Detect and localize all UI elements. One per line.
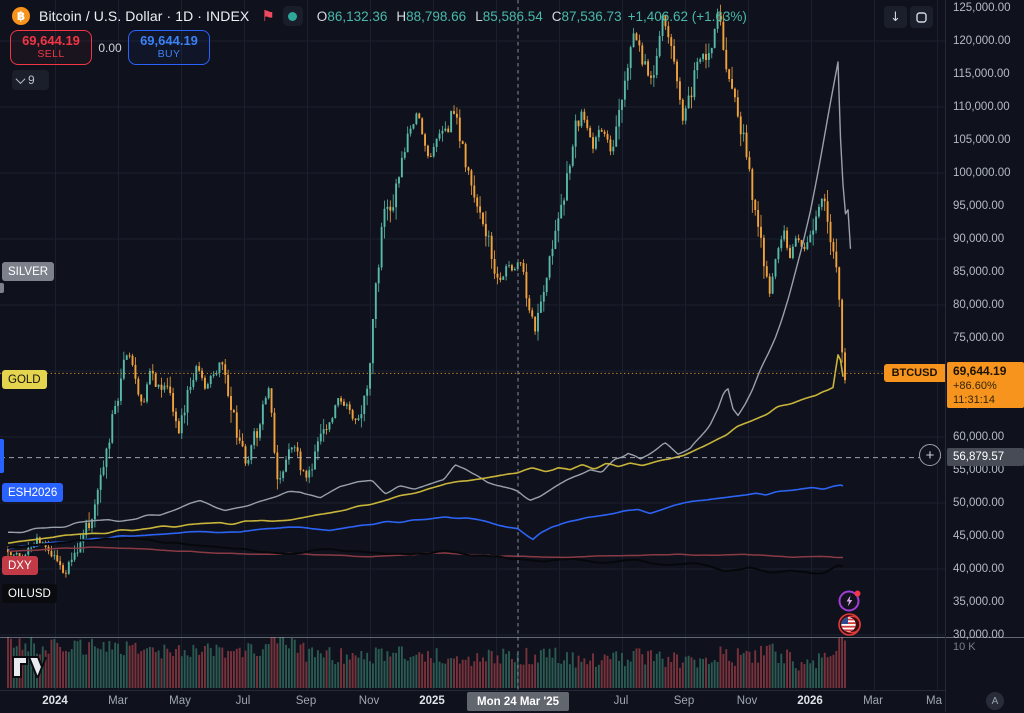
time-tick-Mar: Mar (863, 695, 883, 707)
price-tick: 30,000.00 (953, 629, 1005, 641)
btcusd-series-tag: BTCUSD (884, 364, 945, 382)
ohlc-values: O86,132.36 H88,798.66 L85,586.54 C87,536.73 (317, 9, 622, 24)
btc-change-pct: +86.60% (953, 380, 997, 392)
time-tick-Sep: Sep (295, 695, 317, 707)
price-tick: 55,000.00 (953, 464, 1005, 476)
volume-bars (7, 637, 846, 688)
time-tick-Nov: Nov (358, 695, 380, 707)
auto-scale-button[interactable]: A (986, 692, 1004, 710)
compare-line-DXY (7, 546, 843, 559)
ohlc-o: O86,132.36 (316, 8, 388, 24)
ohlc-c: C87,536.73 (551, 8, 622, 24)
maximize-icon (916, 11, 927, 23)
price-tick: 100,000.00 (953, 167, 1011, 179)
compare-line-GOLD (7, 354, 844, 544)
chart-corner-buttons: ↓ (884, 6, 933, 28)
time-tick-May: May (169, 695, 191, 707)
us-economic-events-icon[interactable] (837, 612, 862, 637)
crosshair-price-label: 56,879.57 (947, 448, 1024, 466)
price-tick: 120,000.00 (953, 35, 1011, 47)
silver-axis-sliver (0, 283, 4, 293)
chevron-down-icon (15, 73, 26, 84)
time-tick-Jul: Jul (613, 695, 629, 707)
price-axis[interactable]: 69,644.19 +86.60% 11:31:14 56,879.57 10 … (945, 0, 1024, 712)
time-tick-2026: 2026 (797, 695, 823, 707)
price-tick: 45,000.00 (953, 530, 1005, 542)
live-streams-icon[interactable] (837, 588, 862, 613)
sell-price: 69,644.19 (22, 33, 80, 49)
crosshair-date-label: Mon 24 Mar '25 (467, 692, 569, 711)
change-value: +1,406.62 (+1.63%) (627, 8, 747, 24)
buy-button[interactable]: 69,644.19 BUY (128, 30, 210, 65)
compare-line-OILUSD (7, 537, 844, 575)
object-tree-count-button[interactable]: 9 (12, 70, 49, 90)
tradingview-logo[interactable] (10, 652, 50, 682)
symbol-legend: ฿ Bitcoin / U.S. Dollar · 1D · INDEX ⚑ O… (12, 6, 747, 26)
time-tick-Jul: Jul (235, 695, 251, 707)
compare-label-OILUSD[interactable]: OILUSD (2, 584, 57, 603)
price-tick: 40,000.00 (953, 563, 1005, 575)
compare-label-GOLD[interactable]: GOLD (2, 370, 47, 389)
time-tick-Nov: Nov (736, 695, 758, 707)
bitcoin-logo-icon: ฿ (12, 7, 30, 25)
price-tick: 125,000.00 (953, 2, 1011, 14)
price-tick: 110,000.00 (953, 101, 1010, 113)
buy-price: 69,644.19 (140, 33, 198, 49)
add-alert-plus-button[interactable]: + (919, 444, 941, 466)
esh-axis-sliver (0, 439, 4, 473)
price-tick: 105,000.00 (953, 134, 1011, 146)
pane-separator[interactable] (0, 637, 1024, 638)
sell-button[interactable]: 69,644.19 SELL (10, 30, 92, 65)
symbol-title[interactable]: Bitcoin / U.S. Dollar · 1D · INDEX (39, 8, 250, 24)
ohlc-l: L85,586.54 (475, 8, 543, 24)
price-tick: 75,000.00 (953, 332, 1005, 344)
ohlc-h: H88,798.66 (396, 8, 467, 24)
volume-scale-label: 10 K (953, 641, 976, 653)
price-tick: 80,000.00 (953, 299, 1005, 311)
flag-icon[interactable]: ⚑ (261, 6, 275, 25)
price-tick: 35,000.00 (953, 596, 1005, 608)
compare-label-ESH2026[interactable]: ESH2026 (2, 483, 64, 502)
chart-canvas[interactable] (0, 0, 945, 690)
price-tick: 115,000.00 (953, 68, 1010, 80)
time-tick-2025: 2025 (419, 695, 445, 707)
time-tick-Mar: Mar (108, 695, 128, 707)
time-tick-Sep: Sep (673, 695, 695, 707)
sell-label: SELL (37, 48, 65, 61)
spread-value: 0.00 (98, 40, 122, 55)
data-status-button[interactable] (282, 6, 303, 26)
trade-panel: 69,644.19 SELL 0.00 69,644.19 BUY (10, 30, 210, 65)
time-axis[interactable]: Mon 24 Mar '25 2024 Mar May Jul Sep Nov 2025 Ju… (0, 690, 945, 713)
price-tick: 50,000.00 (953, 497, 1005, 509)
scroll-to-recent-button[interactable]: ↓ (884, 6, 907, 28)
btc-candles (7, 4, 846, 578)
maximize-pane-button[interactable] (910, 6, 933, 28)
compare-line-SILVER (7, 61, 852, 534)
btc-last-price-label: 69,644.19 +86.60% 11:31:14 (947, 362, 1024, 408)
price-tick: 85,000.00 (953, 266, 1005, 278)
btc-countdown: 11:31:14 (953, 394, 996, 406)
price-tick: 95,000.00 (953, 200, 1005, 212)
compare-line-ESH2026 (7, 484, 844, 550)
compare-label-SILVER[interactable]: SILVER (2, 262, 55, 281)
compare-label-DXY[interactable]: DXY (2, 556, 38, 575)
buy-label: BUY (157, 48, 181, 61)
price-tick: 90,000.00 (953, 233, 1005, 245)
time-tick-2024: 2024 (42, 695, 68, 707)
btc-last-price: 69,644.19 (953, 364, 1007, 378)
price-tick: 60,000.00 (953, 431, 1005, 443)
time-tick-Ma: Ma (926, 695, 942, 707)
object-count: 9 (28, 73, 35, 87)
status-dot-icon (288, 11, 298, 21)
